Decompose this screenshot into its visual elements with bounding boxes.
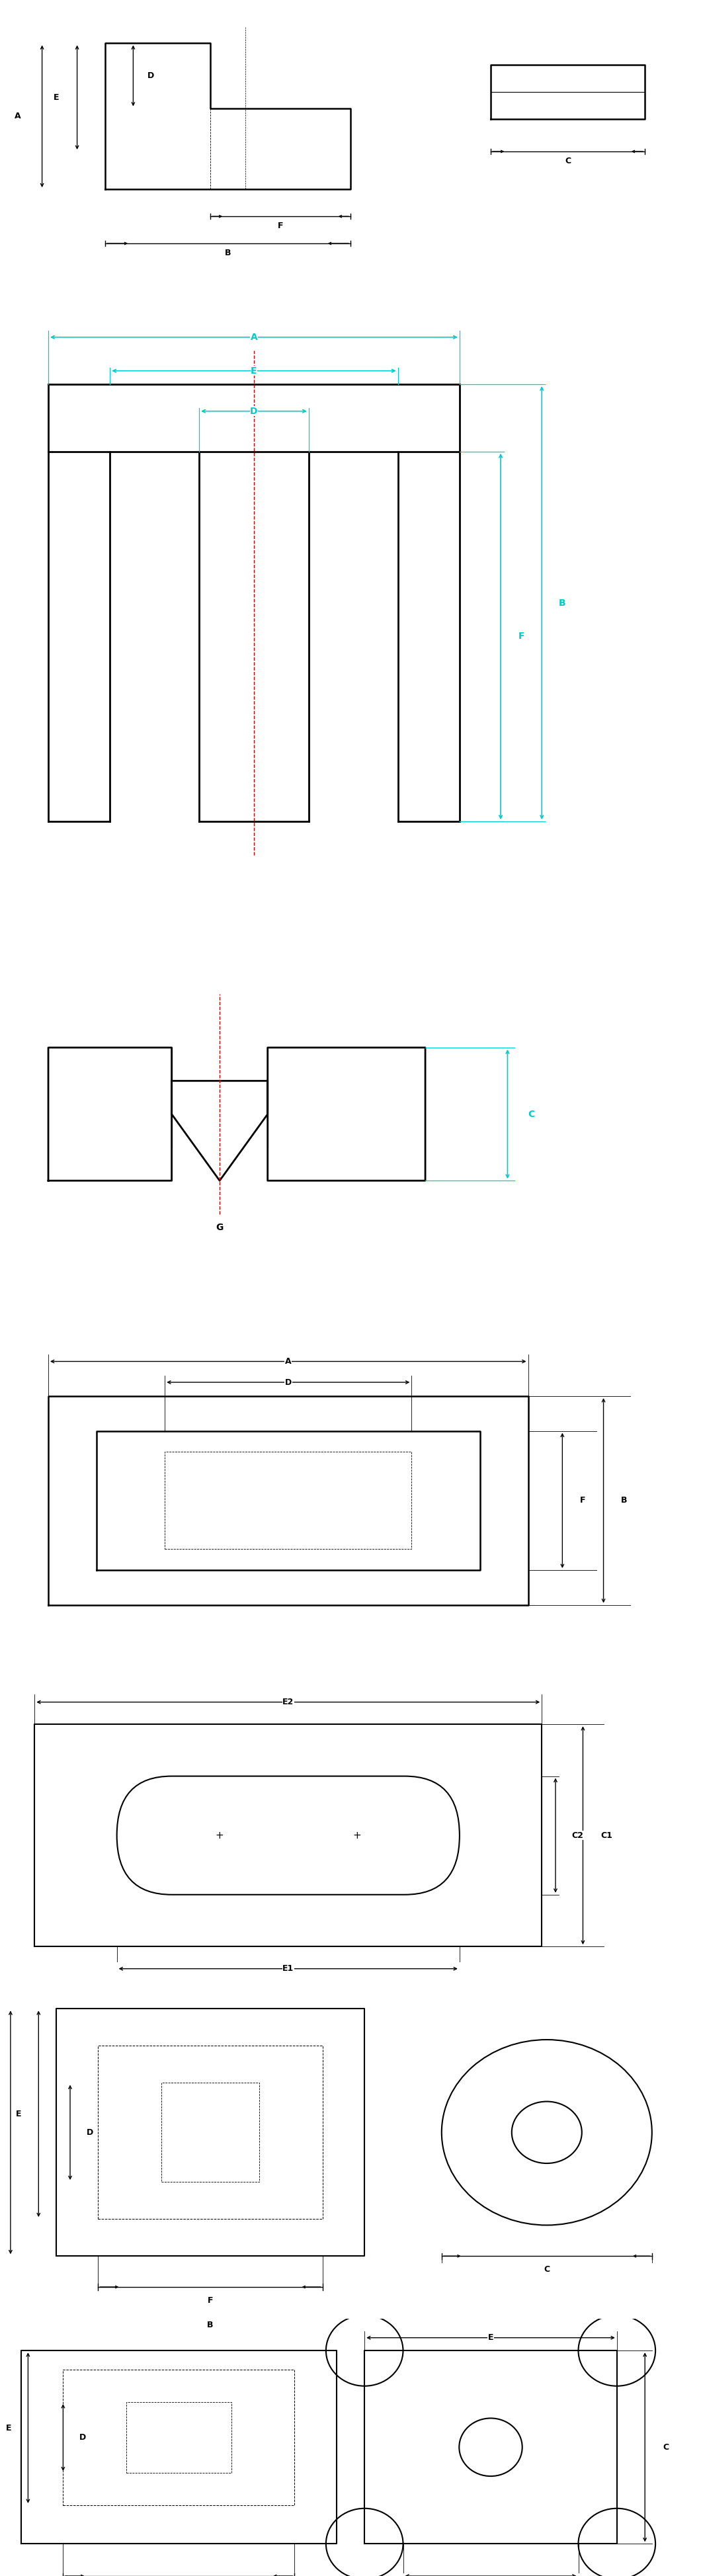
Text: D: D [79, 2434, 86, 2442]
Text: D: D [147, 72, 154, 80]
Text: E: E [6, 2424, 11, 2432]
Text: F: F [518, 631, 524, 641]
Ellipse shape [326, 2316, 403, 2385]
Text: C: C [565, 157, 571, 165]
Text: F: F [580, 1497, 586, 1504]
Text: E2: E2 [283, 1698, 294, 1705]
Text: E: E [53, 93, 59, 100]
Text: D: D [250, 407, 258, 415]
Text: B: B [559, 598, 566, 608]
Text: C2: C2 [571, 1832, 583, 1839]
Text: F: F [278, 222, 283, 229]
Text: C: C [528, 1110, 535, 1118]
Text: D: D [86, 2128, 93, 2136]
Text: E: E [488, 2334, 494, 2342]
Text: F: F [207, 2295, 213, 2306]
Ellipse shape [578, 2509, 655, 2576]
Text: C: C [663, 2442, 669, 2452]
Text: B: B [207, 2321, 213, 2329]
Text: A: A [250, 332, 257, 343]
Text: E1: E1 [283, 1965, 294, 1973]
Text: B: B [225, 250, 231, 258]
Text: G: G [216, 1224, 224, 1231]
Text: A: A [285, 1358, 292, 1365]
Text: +: + [215, 1832, 224, 1839]
Text: C1: C1 [601, 1832, 613, 1839]
Ellipse shape [326, 2509, 403, 2576]
Text: D: D [285, 1378, 292, 1386]
Text: E: E [16, 2110, 22, 2117]
Text: C: C [544, 2264, 550, 2275]
Text: B: B [621, 1497, 627, 1504]
Text: A: A [14, 111, 21, 121]
Text: E: E [251, 366, 257, 376]
Ellipse shape [578, 2316, 655, 2385]
Text: +: + [353, 1832, 361, 1839]
